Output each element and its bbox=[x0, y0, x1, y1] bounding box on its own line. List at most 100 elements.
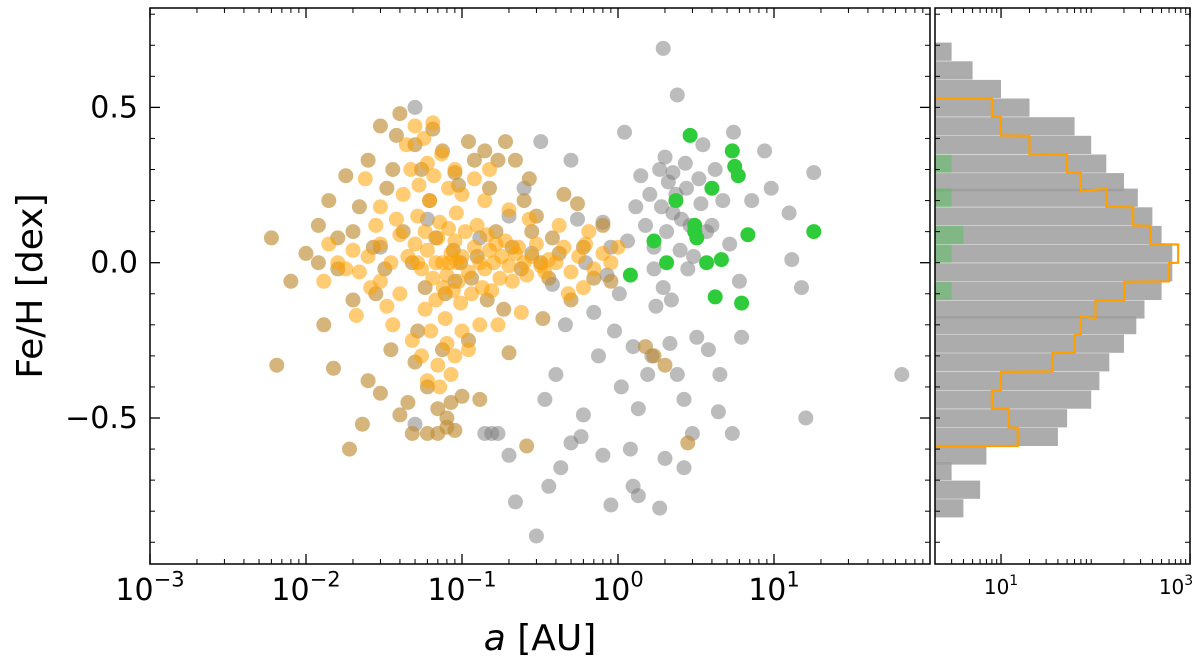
x-tick-label-4-exp: 1 bbox=[786, 568, 799, 592]
scatter-point-s1-56 bbox=[657, 357, 673, 373]
scatter-point-s2-41 bbox=[437, 311, 453, 327]
scatter-point-s0-47 bbox=[689, 329, 705, 345]
scatter-point-s0-67 bbox=[798, 410, 814, 426]
scatter-point-s2-46 bbox=[457, 224, 473, 240]
scatter-point-s0-5 bbox=[677, 155, 693, 171]
scatter-point-s1-16 bbox=[372, 385, 388, 401]
scatter-point-s2-75 bbox=[439, 336, 455, 351]
scatter-point-s0-69 bbox=[622, 441, 638, 457]
scatter-point-s2-68 bbox=[454, 186, 470, 202]
scatter-point-s0-0 bbox=[655, 40, 671, 56]
scatter-point-s0-60 bbox=[603, 497, 619, 513]
scatter-point-s0-103 bbox=[607, 323, 622, 339]
histogram-bar-s0-16 bbox=[935, 207, 1153, 226]
histogram-bar-s2-2 bbox=[935, 244, 952, 263]
scatter-point-s1-3 bbox=[298, 245, 314, 261]
scatter-point-s0-25 bbox=[781, 205, 797, 221]
scatter-point-s0-28 bbox=[794, 280, 809, 296]
scatter-point-s2-7 bbox=[439, 267, 455, 283]
scatter-point-s0-96 bbox=[628, 199, 644, 215]
scatter-point-s2-28 bbox=[383, 255, 399, 271]
scatter-point-s0-74 bbox=[611, 286, 627, 302]
scatter-point-s3-17 bbox=[734, 295, 750, 311]
histogram-x-tick-label-0-base: 10 bbox=[984, 575, 1009, 599]
scatter-point-s2-115 bbox=[428, 255, 444, 271]
scatter-point-s0-15 bbox=[680, 261, 696, 277]
scatter-point-s0-98 bbox=[679, 180, 694, 196]
scatter-point-s3-15 bbox=[622, 267, 638, 283]
scatter-point-s0-38 bbox=[625, 339, 641, 355]
histogram-x-tick-labels: 101 103 bbox=[984, 573, 1193, 599]
scatter-point-s2-93 bbox=[560, 286, 576, 302]
scatter-point-s0-34 bbox=[537, 391, 553, 407]
scatter-point-s0-29 bbox=[570, 211, 585, 227]
scatter-point-s0-63 bbox=[652, 500, 668, 516]
histogram-bar-s0-8 bbox=[935, 353, 1110, 372]
scatter-point-s0-102 bbox=[663, 292, 679, 308]
scatter-point-s2-108 bbox=[316, 273, 332, 289]
scatter-point-s1-51 bbox=[570, 196, 585, 212]
histogram-bar-s0-3 bbox=[935, 446, 987, 465]
scatter-point-s2-111 bbox=[501, 202, 517, 218]
scatter-point-s0-99 bbox=[693, 196, 709, 212]
scatter-point-s2-3 bbox=[419, 242, 435, 258]
scatter-point-s2-70 bbox=[477, 193, 493, 209]
scatter-point-s0-66 bbox=[710, 404, 726, 420]
histogram-bar-s0-7 bbox=[935, 371, 1100, 391]
histogram-bar-s0-20 bbox=[935, 135, 1092, 154]
scatter-point-s2-100 bbox=[416, 131, 432, 146]
histogram-bar-s0-21 bbox=[935, 117, 1075, 136]
scatter-point-s2-96 bbox=[372, 199, 388, 215]
scatter-point-s0-4 bbox=[617, 124, 632, 140]
scatter-point-s0-32 bbox=[557, 317, 573, 333]
scatter-point-s2-1 bbox=[407, 236, 423, 252]
histogram-bar-s0-14 bbox=[935, 244, 1173, 263]
scatter-point-s2-95 bbox=[581, 224, 597, 240]
scatter-point-s0-16 bbox=[691, 171, 707, 187]
histogram-bar-s2-0 bbox=[935, 281, 952, 300]
scatter-point-s1-36 bbox=[477, 143, 493, 159]
scatter-point-s2-50 bbox=[479, 227, 495, 243]
x-tick-label-3: 100 bbox=[592, 568, 644, 609]
scatter-point-s2-105 bbox=[357, 171, 373, 187]
scatter-point-s2-9 bbox=[447, 233, 463, 249]
scatter-point-s2-107 bbox=[321, 236, 337, 252]
scatter-point-s2-99 bbox=[407, 118, 423, 134]
scatter-point-s2-84 bbox=[556, 239, 572, 255]
x-axis-label: a [AU] bbox=[484, 618, 597, 659]
scatter-point-s2-36 bbox=[410, 208, 426, 224]
scatter-point-s0-54 bbox=[490, 426, 506, 441]
scatter-point-s2-60 bbox=[395, 186, 411, 202]
x-tick-label-0-base: 10 bbox=[115, 573, 153, 608]
scatter-point-s2-86 bbox=[571, 249, 587, 264]
scatter-point-s2-101 bbox=[425, 115, 441, 131]
scatter-point-s2-80 bbox=[388, 211, 404, 227]
scatter-point-s0-40 bbox=[640, 367, 656, 382]
scatter-point-s2-72 bbox=[414, 348, 429, 364]
x-tick-label-4: 101 bbox=[748, 568, 800, 609]
scatter-point-s2-33 bbox=[345, 242, 361, 258]
scatter-point-s2-98 bbox=[398, 137, 414, 153]
scatter-point-s1-2 bbox=[283, 273, 299, 289]
histogram-bars bbox=[935, 42, 1180, 518]
histogram-bar-s0-6 bbox=[935, 390, 1092, 409]
scatter-point-s1-21 bbox=[400, 395, 416, 410]
histogram-x-tick-label-1-exp: 3 bbox=[1184, 573, 1193, 589]
scatter-point-s2-79 bbox=[472, 317, 488, 333]
scatter-point-s1-39 bbox=[498, 134, 513, 150]
scatter-point-s0-97 bbox=[657, 149, 673, 165]
scatter-point-s0-57 bbox=[528, 528, 544, 544]
y-tick-label-1: 0.0 bbox=[90, 246, 138, 281]
scatter-point-s2-32 bbox=[351, 264, 367, 280]
scatter-point-s2-61 bbox=[403, 162, 419, 177]
x-tick-label-2: 10−1 bbox=[427, 568, 496, 609]
scatter-point-s0-14 bbox=[672, 242, 688, 258]
scatter-point-s2-69 bbox=[466, 171, 482, 187]
scatter-point-s1-43 bbox=[521, 171, 537, 187]
y-axis-label: Fe/H [dex] bbox=[10, 193, 51, 378]
scatter-point-s2-76 bbox=[447, 348, 463, 364]
x-tick-label-1-base: 10 bbox=[271, 573, 309, 608]
scatter-point-s3-0 bbox=[682, 127, 698, 143]
scatter-point-s1-20 bbox=[392, 106, 408, 122]
